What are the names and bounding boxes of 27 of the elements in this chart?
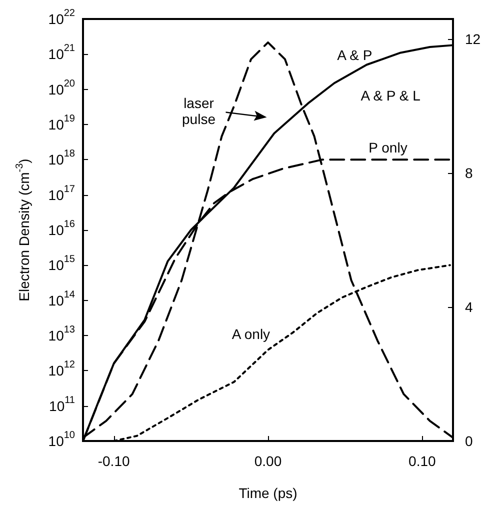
y2-tick-label: 12 bbox=[465, 31, 481, 48]
y-tick-label: 10$^{10}$ bbox=[48, 430, 76, 449]
y-tick-label: 10$^{14}$ bbox=[48, 289, 76, 308]
y-tick-label: 10$^{17}$ bbox=[48, 184, 76, 203]
y2-tick-label: 0 bbox=[465, 433, 473, 449]
series-label: P only bbox=[368, 140, 408, 156]
annotation: laser pulse bbox=[182, 95, 216, 128]
y2-tick-label: 8 bbox=[465, 165, 473, 182]
y-tick-label: 10$^{15}$ bbox=[48, 254, 76, 274]
y-tick-label: 10$^{12}$ bbox=[48, 360, 76, 379]
y-tick-label: 10$^{13}$ bbox=[48, 324, 76, 344]
annotation: A & P & L bbox=[360, 88, 421, 104]
x-tick-label: 0.10 bbox=[408, 453, 436, 469]
y-tick-label: 10$^{20}$ bbox=[48, 78, 76, 98]
series-label: A & P bbox=[337, 46, 372, 63]
x-tick-label: 0.00 bbox=[254, 453, 282, 469]
y-axis-title: Electron Density (cm-3) bbox=[14, 158, 32, 302]
x-axis-title: Time (ps) bbox=[238, 485, 298, 501]
series-label: A only bbox=[232, 326, 270, 342]
y-tick-label: 10$^{16}$ bbox=[48, 219, 76, 238]
x-tick-label: -0.10 bbox=[98, 453, 130, 469]
y-tick-label: 10$^{22}$ bbox=[48, 8, 76, 27]
y-tick-label: 10$^{18}$ bbox=[48, 148, 76, 168]
y-tick-label: 10$^{19}$ bbox=[48, 114, 76, 132]
y-tick-label: 10$^{21}$ bbox=[48, 43, 76, 62]
y2-tick-label: 4 bbox=[465, 299, 473, 316]
y-tick-label: 10$^{11}$ bbox=[49, 394, 76, 414]
